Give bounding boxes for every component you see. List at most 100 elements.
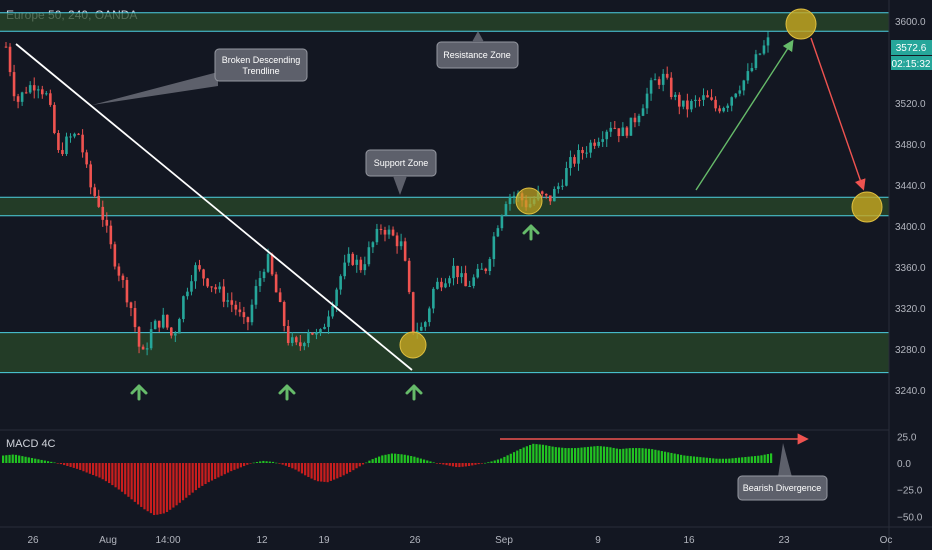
macd-bar [2,455,5,463]
trendline-callout[interactable]: Broken Descending Trendline [92,48,308,105]
macd-bar [561,447,564,463]
candle-body [383,229,387,235]
macd-bar [114,463,117,488]
macd-bar [188,463,191,496]
candle-body [24,92,28,94]
candle-body [81,134,84,153]
macd-bar [18,455,21,463]
candle-body [174,333,177,336]
macd-bar [753,456,757,463]
macd-bar [8,454,11,463]
candle-body [601,139,604,142]
candle-body [492,236,496,260]
candle-body [690,100,693,110]
macd-bar [416,457,419,463]
trendline-callout-line1: Broken Descending [222,55,301,65]
macd-bar [580,447,583,463]
macd-bar [104,463,108,482]
candle-body [609,127,613,132]
resistance-callout[interactable]: Resistance Zone [436,31,519,69]
candle-body [36,89,40,91]
candle-body [710,97,713,100]
time-tick-label: 26 [409,535,421,546]
macd-bar [577,447,580,463]
macd-bar [538,444,541,463]
macd-bar [355,463,358,469]
macd-bar [747,456,750,463]
macd-bar [223,463,226,475]
candle-body [198,265,201,270]
candle-body [395,235,399,247]
support-callout[interactable]: Support Zone [365,149,437,195]
candle-body [665,73,669,78]
candle-body [585,152,588,154]
macd-bar [130,463,133,500]
macd-bar [72,463,75,468]
candle-body [218,286,221,290]
macd-bar [525,446,528,463]
macd-bar [153,463,156,516]
macd-bar [429,461,432,463]
macd-bar [528,444,532,463]
macd-bar [284,463,287,466]
zone-1 [0,197,889,216]
macd-bar [467,463,471,467]
macd-bar [59,463,63,465]
macd-bar [397,453,400,463]
macd-bar [522,447,525,463]
time-axis[interactable]: 26 Aug 14:00 12 19 26 Sep 9 16 23 Oc [27,535,892,546]
macd-axis[interactable]: 25.0 0.0 −25.0 −50.0 [897,432,923,523]
price-tick-label: 3400.0 [895,222,926,233]
candle-body [363,264,367,271]
candle-body [299,342,302,347]
macd-bar [165,463,169,513]
candle-body [194,265,197,282]
macd-bar [91,463,95,476]
macd-bar [699,457,702,463]
candle-body [4,46,8,48]
price-tick-label: 3240.0 [895,386,926,397]
candle-body [246,317,250,323]
candle-body [500,215,504,229]
macd-bar [198,463,201,488]
macd-bar [439,463,442,464]
macd-bar [381,455,384,463]
candle-body [641,108,645,116]
candle-body [339,276,342,290]
macd-bar [310,463,313,479]
candle-body [69,136,72,138]
macd-bar [95,463,98,477]
macd-bar [564,448,567,463]
candle-body [234,304,238,310]
candle-body [629,117,633,136]
macd-bar [596,445,599,463]
macd-tick-label: −25.0 [897,486,923,497]
candle-body [53,104,56,133]
macd-bar [336,463,339,479]
candle-body [347,253,350,263]
demand-bounce-marker [399,331,427,359]
zone-0 [0,12,889,32]
macd-bar [770,453,773,463]
candle-body [190,281,193,292]
bar-countdown: 02:15:32 [892,59,931,70]
macd-bar [455,463,458,468]
price-axis[interactable]: 3240.0 3280.0 3320.0 3360.0 3400.0 3440.0 3480… [895,17,926,397]
candle-body [391,229,395,236]
macd-bar [140,463,143,507]
macd-bar [712,458,715,463]
macd-bar [374,457,377,463]
macd-bar [21,456,24,463]
macd-bar [484,462,487,464]
candle-body [633,117,637,123]
resistance-target-marker [785,8,817,40]
candle-body [706,95,709,98]
candle-body [540,191,544,194]
candle-body [113,244,117,267]
macd-bar [162,463,165,514]
last-price-value: 3572.6 [896,43,927,54]
divergence-callout[interactable]: Bearish Divergence [737,443,828,501]
time-tick-label: 16 [683,535,695,546]
descending-trendline[interactable] [15,43,413,371]
